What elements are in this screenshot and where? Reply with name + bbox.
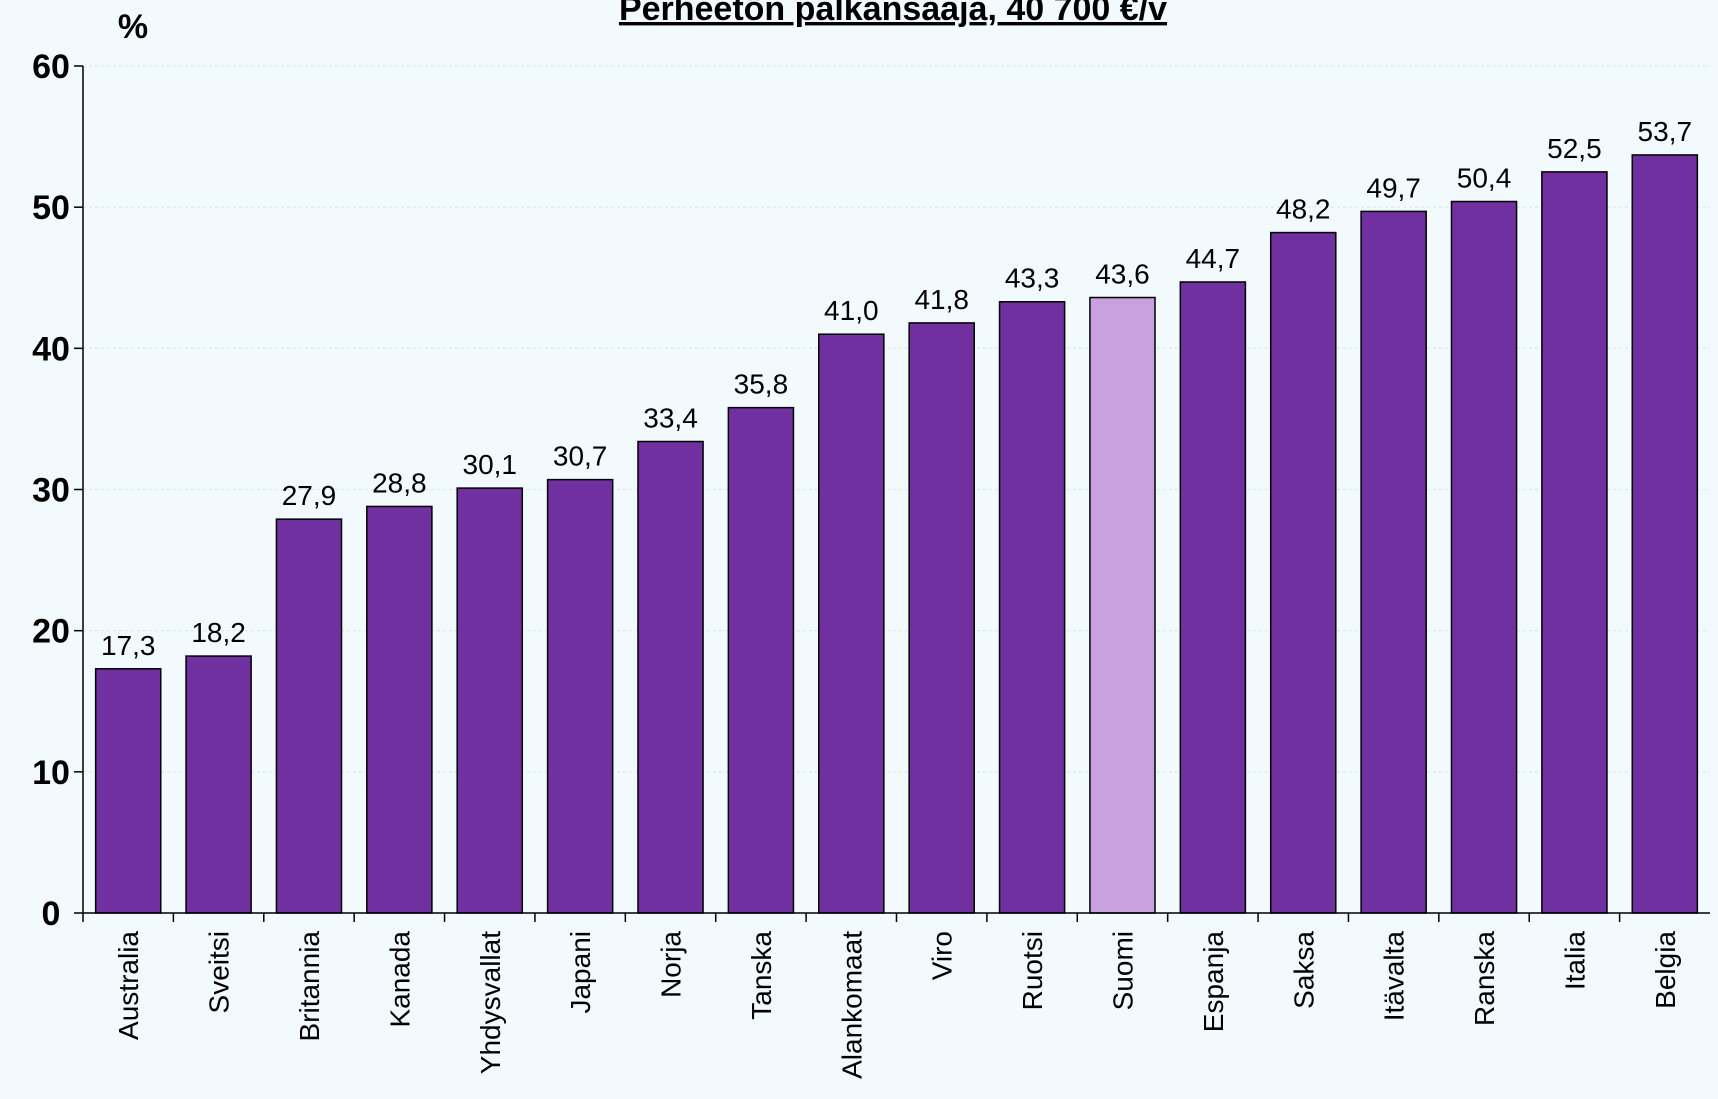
value-label: 30,7 [553, 441, 608, 472]
x-tick-label: Viro [927, 931, 958, 980]
x-axis-labels: Australia Sveitsi Britannia Kanada Yhdysvall… [113, 931, 1681, 1079]
value-label: 35,8 [734, 369, 789, 400]
value-label: 43,6 [1095, 259, 1150, 290]
x-tick-label: Australia [113, 931, 144, 1040]
bar [908, 322, 975, 914]
bar [366, 505, 433, 914]
value-label: 43,3 [1005, 263, 1060, 294]
axes [74, 65, 1710, 922]
x-tick-label: Italia [1559, 931, 1590, 991]
y-axis-unit-label: % [118, 8, 148, 46]
value-label: 28,8 [372, 467, 427, 498]
value-label: 53,7 [1638, 116, 1693, 147]
y-tick-label: 10 [32, 754, 70, 792]
x-tick-label: Belgia [1650, 931, 1681, 1009]
bar [456, 487, 524, 914]
bar [1269, 231, 1337, 914]
y-axis-ticks: 0 10 20 30 40 50 60 [32, 48, 70, 933]
y-tick-label: 20 [32, 613, 70, 651]
bar [998, 300, 1066, 914]
bar [94, 668, 162, 914]
value-label: 41,0 [824, 295, 879, 326]
value-label: 18,2 [191, 617, 246, 648]
x-tick-label: Japani [565, 931, 596, 1014]
y-tick-label: 40 [32, 330, 70, 368]
bar [1541, 171, 1608, 914]
x-tick-label: Norja [656, 931, 687, 998]
x-tick-label: Alankomaat [836, 931, 867, 1079]
bar [1360, 210, 1427, 914]
y-tick-label: 0 [42, 895, 61, 933]
x-tick-label: Tanska [746, 931, 777, 1020]
y-tick-label: 50 [32, 189, 70, 227]
bar [275, 518, 343, 914]
bar [546, 478, 614, 914]
value-labels: 17,3 18,2 27,9 28,8 30,1 30,7 33,4 35,8 41,0 41,8… [101, 116, 1692, 661]
gridlines [83, 65, 1710, 773]
value-label: 48,2 [1276, 194, 1331, 225]
bars [94, 154, 1699, 914]
x-tick-label: Kanada [384, 931, 415, 1028]
chart-title: Perheetön palkansaaja, 40 700 €/v [619, 0, 1167, 28]
x-tick-label: Ranska [1469, 931, 1500, 1026]
bar [1631, 154, 1699, 914]
x-tick-label: Saksa [1288, 931, 1319, 1009]
x-tick-label: Britannia [294, 931, 325, 1042]
bar [818, 333, 885, 914]
value-label: 17,3 [101, 630, 156, 661]
value-label: 33,4 [643, 403, 698, 434]
x-tick-label: Yhdysvallat [475, 931, 506, 1074]
value-label: 50,4 [1457, 163, 1512, 194]
value-label: 27,9 [282, 480, 337, 511]
value-label: 41,8 [914, 284, 969, 315]
bar [1450, 200, 1518, 914]
x-tick-label: Itävalta [1379, 931, 1410, 1022]
value-label: 52,5 [1547, 133, 1602, 164]
x-tick-label: Espanja [1198, 931, 1229, 1033]
bar [1089, 296, 1156, 914]
bar [637, 440, 704, 914]
x-tick-label: Ruotsi [1017, 931, 1048, 1010]
x-tick-label: Suomi [1107, 931, 1138, 1010]
y-tick-label: 30 [32, 472, 70, 510]
x-tick-label: Sveitsi [204, 931, 235, 1013]
bar [185, 655, 252, 914]
value-label: 44,7 [1186, 243, 1241, 274]
bar [1179, 281, 1247, 914]
y-tick-label: 60 [32, 48, 70, 86]
bar [727, 406, 795, 914]
value-label: 30,1 [463, 449, 518, 480]
value-label: 49,7 [1366, 172, 1421, 203]
